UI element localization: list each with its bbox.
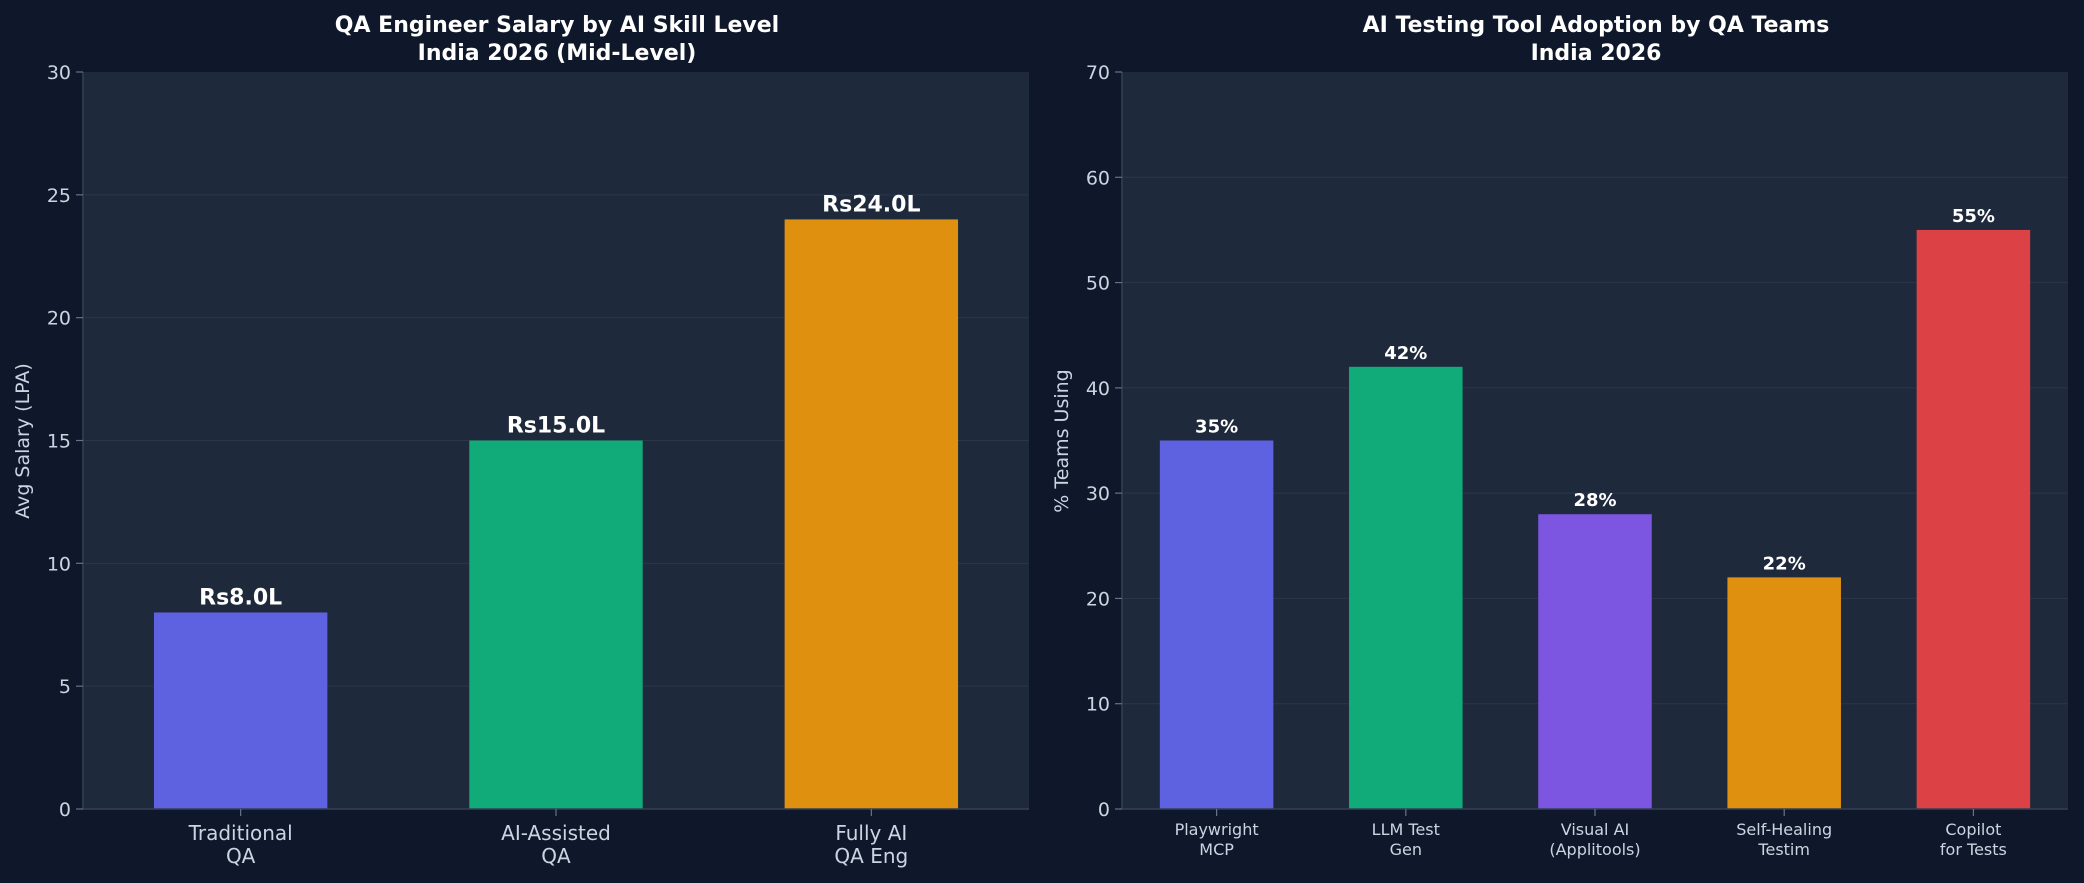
- adoption-bar: [1538, 514, 1652, 809]
- adoption-chart-title-line-2: India 2026: [1531, 41, 1662, 66]
- adoption-x-tick-label: Self-Healing: [1736, 820, 1832, 839]
- adoption-y-tick-label: 20: [1086, 588, 1110, 610]
- adoption-data-label: 55%: [1952, 206, 1995, 227]
- adoption-y-ticks: 0 10 20 30 40 50 60 70: [1086, 62, 1122, 821]
- salary-data-label: Rs24.0L: [822, 192, 920, 217]
- adoption-x-tick-label: MCP: [1199, 840, 1234, 859]
- adoption-data-label: 35%: [1195, 417, 1238, 438]
- adoption-y-tick-label: 50: [1086, 273, 1110, 295]
- adoption-y-tick-label: 30: [1086, 483, 1110, 505]
- salary-y-tick-label: 10: [47, 553, 71, 575]
- adoption-data-labels: 35% 42% 28% 22% 55%: [1195, 206, 1995, 574]
- adoption-grid: [1122, 176, 2068, 705]
- salary-data-labels: Rs8.0L Rs15.0L Rs24.0L: [199, 192, 920, 610]
- adoption-bar: [1349, 366, 1463, 809]
- salary-x-tick-label: QA Eng: [834, 844, 908, 868]
- adoption-y-tick-label: 10: [1086, 694, 1110, 716]
- salary-data-label: Rs8.0L: [199, 585, 282, 610]
- salary-x-tick-label: Fully AI: [835, 821, 907, 845]
- adoption-bars: [1159, 229, 2031, 809]
- adoption-x-tick-label: Playwright: [1175, 820, 1259, 839]
- adoption-data-label: 22%: [1763, 553, 1806, 574]
- adoption-y-tick-label: 70: [1086, 62, 1110, 84]
- salary-y-tick-label: 5: [59, 676, 71, 698]
- adoption-chart-title-line-1: AI Testing Tool Adoption by QA Teams: [1363, 13, 1830, 38]
- adoption-bar: [1159, 440, 1274, 809]
- salary-y-ticks: 0 5 10 15 20 25 30: [47, 62, 83, 821]
- adoption-x-tick-label: LLM Test: [1372, 820, 1440, 839]
- adoption-y-tick-label: 40: [1086, 378, 1110, 400]
- adoption-y-tick-label: 60: [1086, 167, 1110, 189]
- adoption-data-label: 42%: [1384, 343, 1427, 364]
- salary-y-tick-label: 20: [47, 308, 71, 330]
- salary-chart-title-line-2: India 2026 (Mid-Level): [418, 41, 697, 66]
- salary-y-tick-label: 0: [59, 799, 71, 821]
- salary-y-tick-label: 30: [47, 62, 71, 84]
- adoption-x-tick-label: Testim: [1757, 840, 1810, 859]
- salary-y-tick-label: 15: [47, 431, 71, 453]
- salary-bar: [153, 612, 328, 809]
- salary-chart-title-line-1: QA Engineer Salary by AI Skill Level: [335, 13, 779, 38]
- adoption-bar: [1727, 577, 1841, 809]
- salary-bars: [153, 219, 959, 809]
- adoption-x-tick-label: Visual AI: [1561, 820, 1630, 839]
- adoption-x-tick-label: for Tests: [1940, 840, 2007, 859]
- adoption-x-tick-label: Gen: [1390, 840, 1422, 859]
- salary-bar: [784, 219, 959, 809]
- salary-x-tick-label: QA: [226, 844, 256, 868]
- salary-x-tick-label: AI-Assisted: [501, 821, 611, 845]
- salary-x-tick-label: QA: [541, 844, 571, 868]
- salary-data-label: Rs15.0L: [507, 414, 605, 439]
- salary-x-tick-label: Traditional: [188, 821, 293, 845]
- adoption-y-axis-label: % Teams Using: [1051, 369, 1073, 512]
- adoption-bar: [1916, 229, 2031, 809]
- adoption-x-tick-label: Copilot: [1945, 820, 2001, 839]
- salary-y-tick-label: 25: [47, 185, 71, 207]
- adoption-data-label: 28%: [1573, 490, 1616, 511]
- salary-y-axis-label: Avg Salary (LPA): [12, 363, 34, 519]
- salary-bar: [469, 440, 643, 809]
- adoption-x-tick-label: (Applitools): [1549, 840, 1640, 859]
- adoption-y-tick-label: 0: [1098, 799, 1110, 821]
